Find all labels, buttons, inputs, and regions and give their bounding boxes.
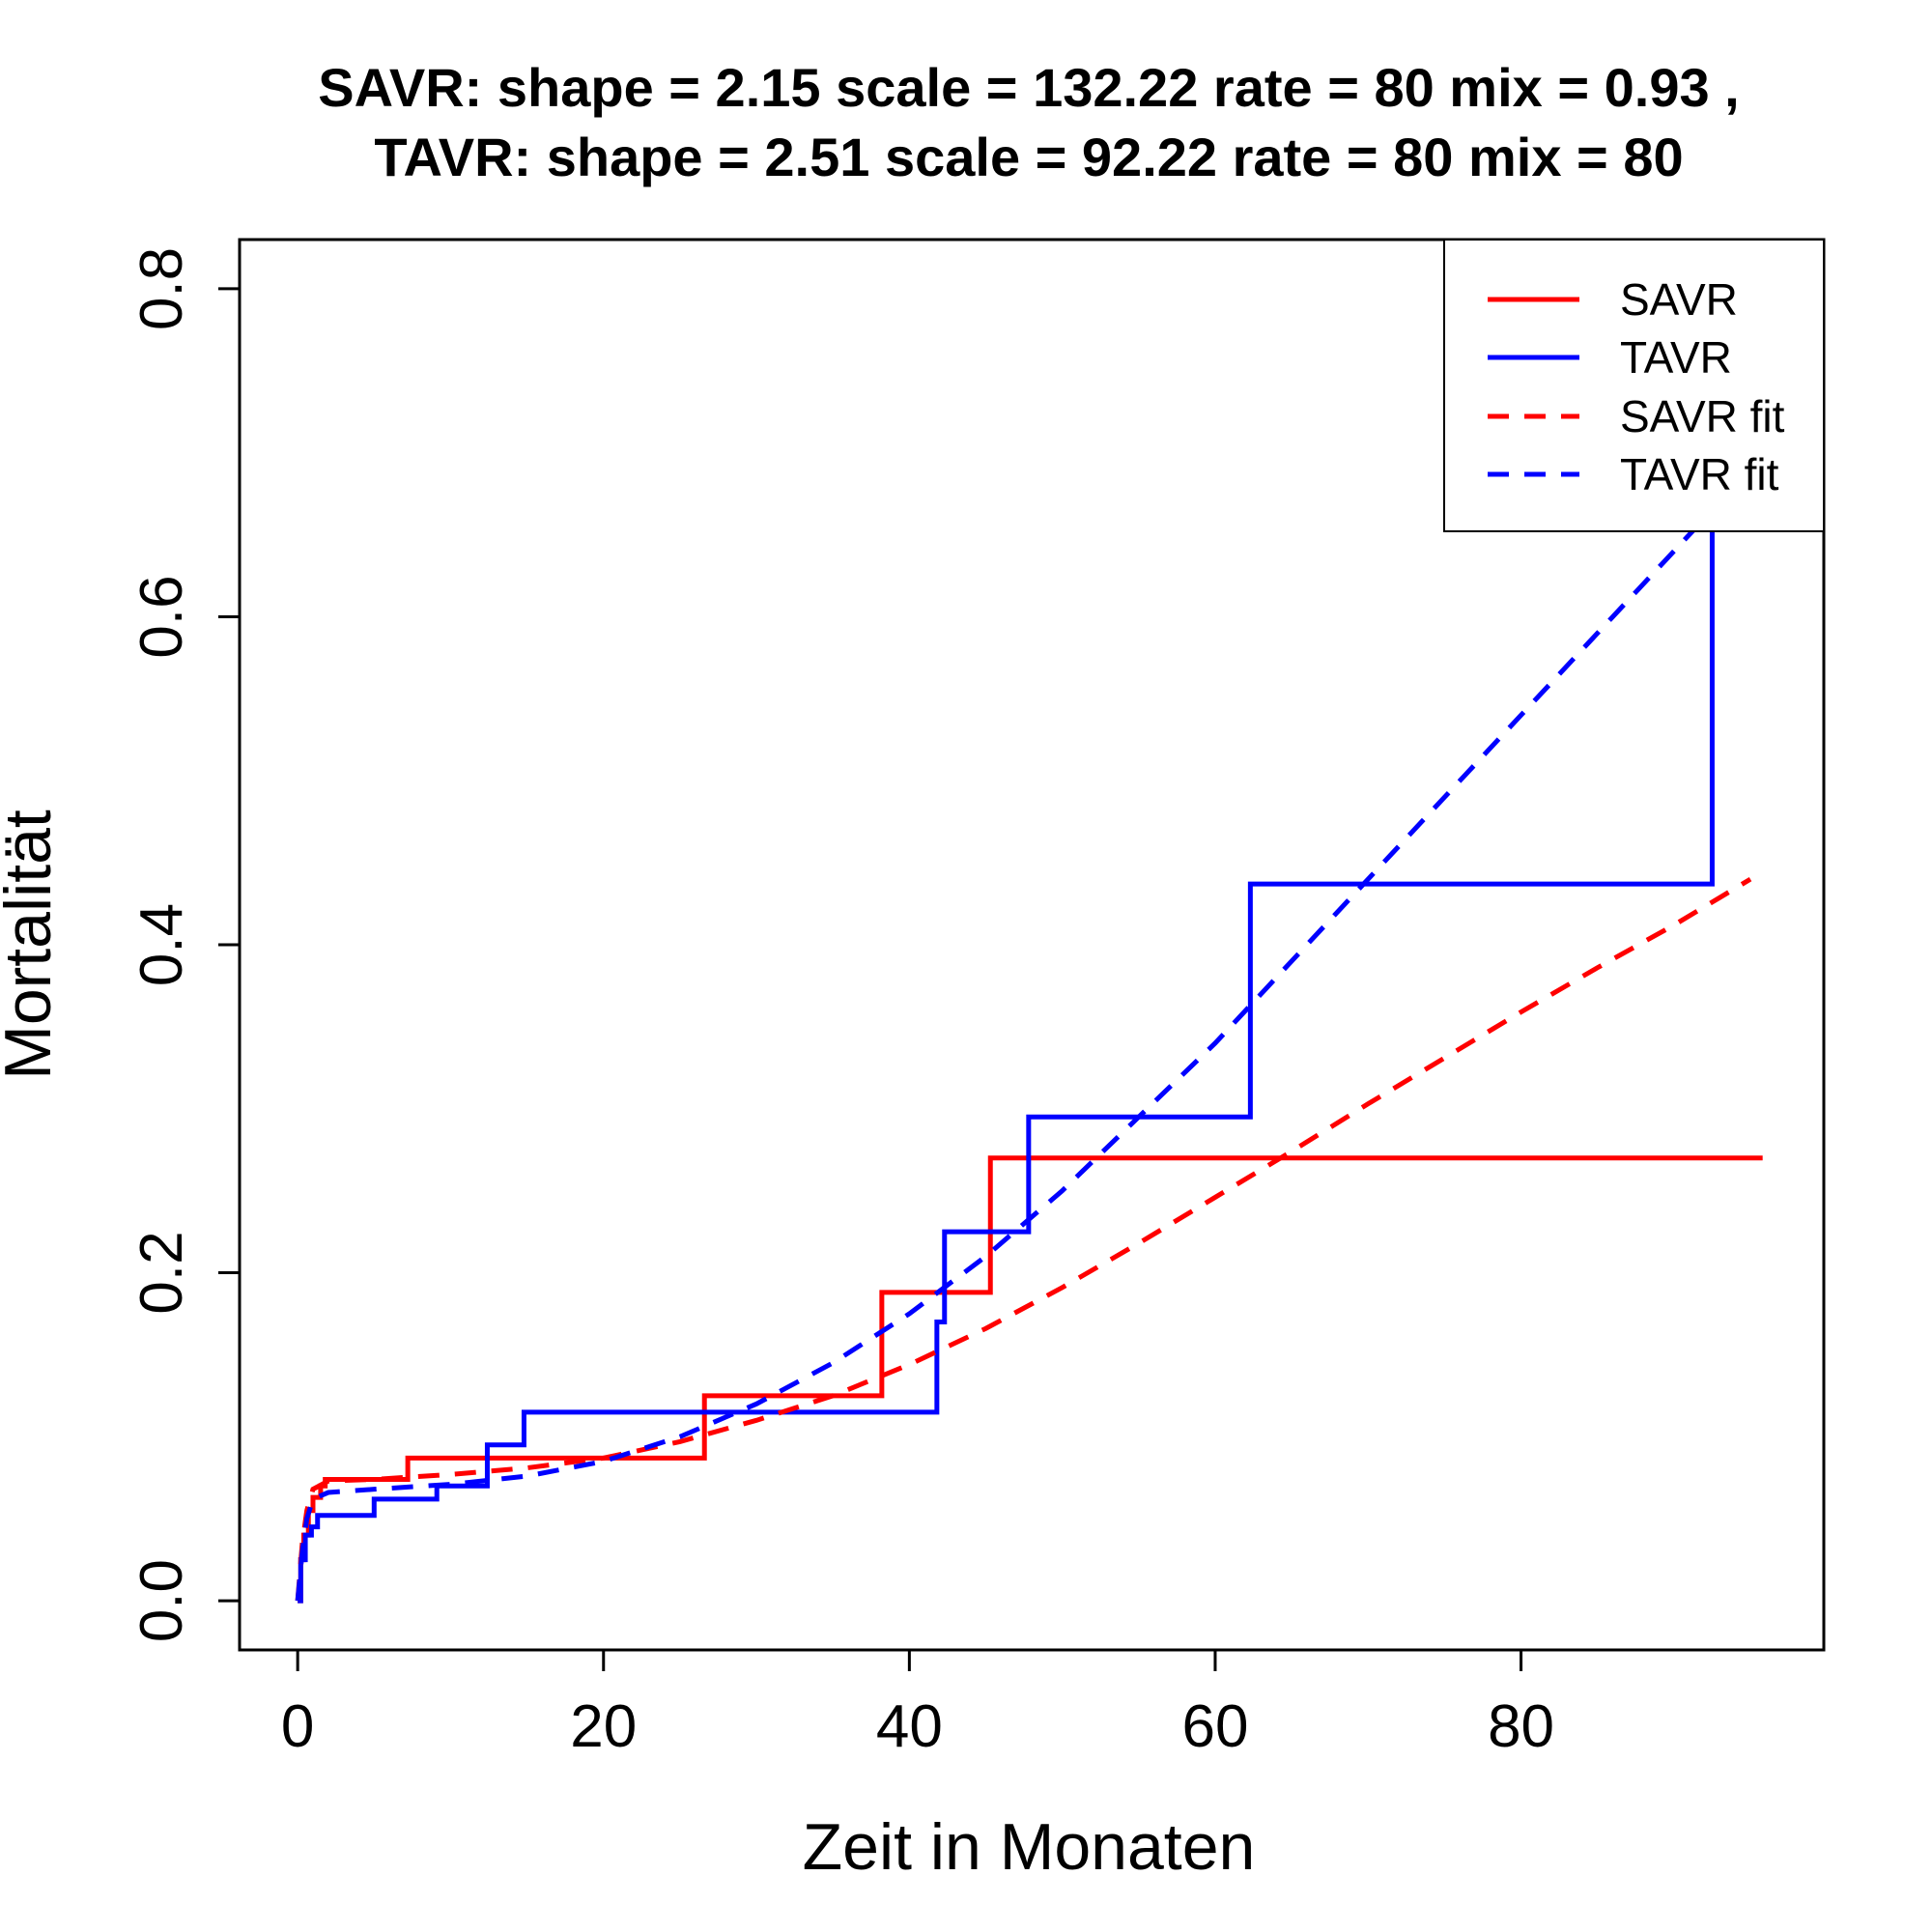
plot-frame <box>238 238 1826 1652</box>
axes-layer: 0 20 40 60 80 0.0 0.2 0.4 0.6 0.8 <box>128 247 1554 1760</box>
y-tick-label: 0.0 <box>128 1559 195 1642</box>
series-layer <box>295 499 1763 1604</box>
series-savr-fit <box>295 876 1752 1602</box>
legend-label-tavr: TAVR <box>1620 332 1732 383</box>
y-axis-label: Mortalität <box>0 810 65 1080</box>
legend-label-savr-fit: SAVR fit <box>1620 391 1785 441</box>
legend-box <box>1443 239 1825 532</box>
chart-title-line-2: TAVR: shape = 2.51 scale = 92.22 rate = … <box>374 127 1683 187</box>
x-tick-label: 80 <box>1488 1693 1554 1760</box>
x-tick-label: 40 <box>876 1693 943 1760</box>
series-tavr-fit <box>295 499 1722 1602</box>
chart-title-line-1: SAVR: shape = 2.15 scale = 132.22 rate =… <box>318 57 1739 118</box>
x-tick-label: 0 <box>281 1693 314 1760</box>
legend-label-tavr-fit: TAVR fit <box>1620 449 1779 499</box>
x-axis-label: Zeit in Monaten <box>803 1810 1256 1884</box>
y-tick-label: 0.8 <box>128 247 195 330</box>
y-tick-label: 0.4 <box>128 903 195 986</box>
y-tick-label: 0.2 <box>128 1231 195 1314</box>
x-tick-label: 20 <box>570 1693 637 1760</box>
legend: SAVR TAVR SAVR fit TAVR fit <box>1443 239 1825 532</box>
series-tavr <box>298 518 1715 1604</box>
x-tick-label: 60 <box>1181 1693 1248 1760</box>
legend-label-savr: SAVR <box>1620 274 1738 325</box>
y-tick-label: 0.6 <box>128 575 195 658</box>
